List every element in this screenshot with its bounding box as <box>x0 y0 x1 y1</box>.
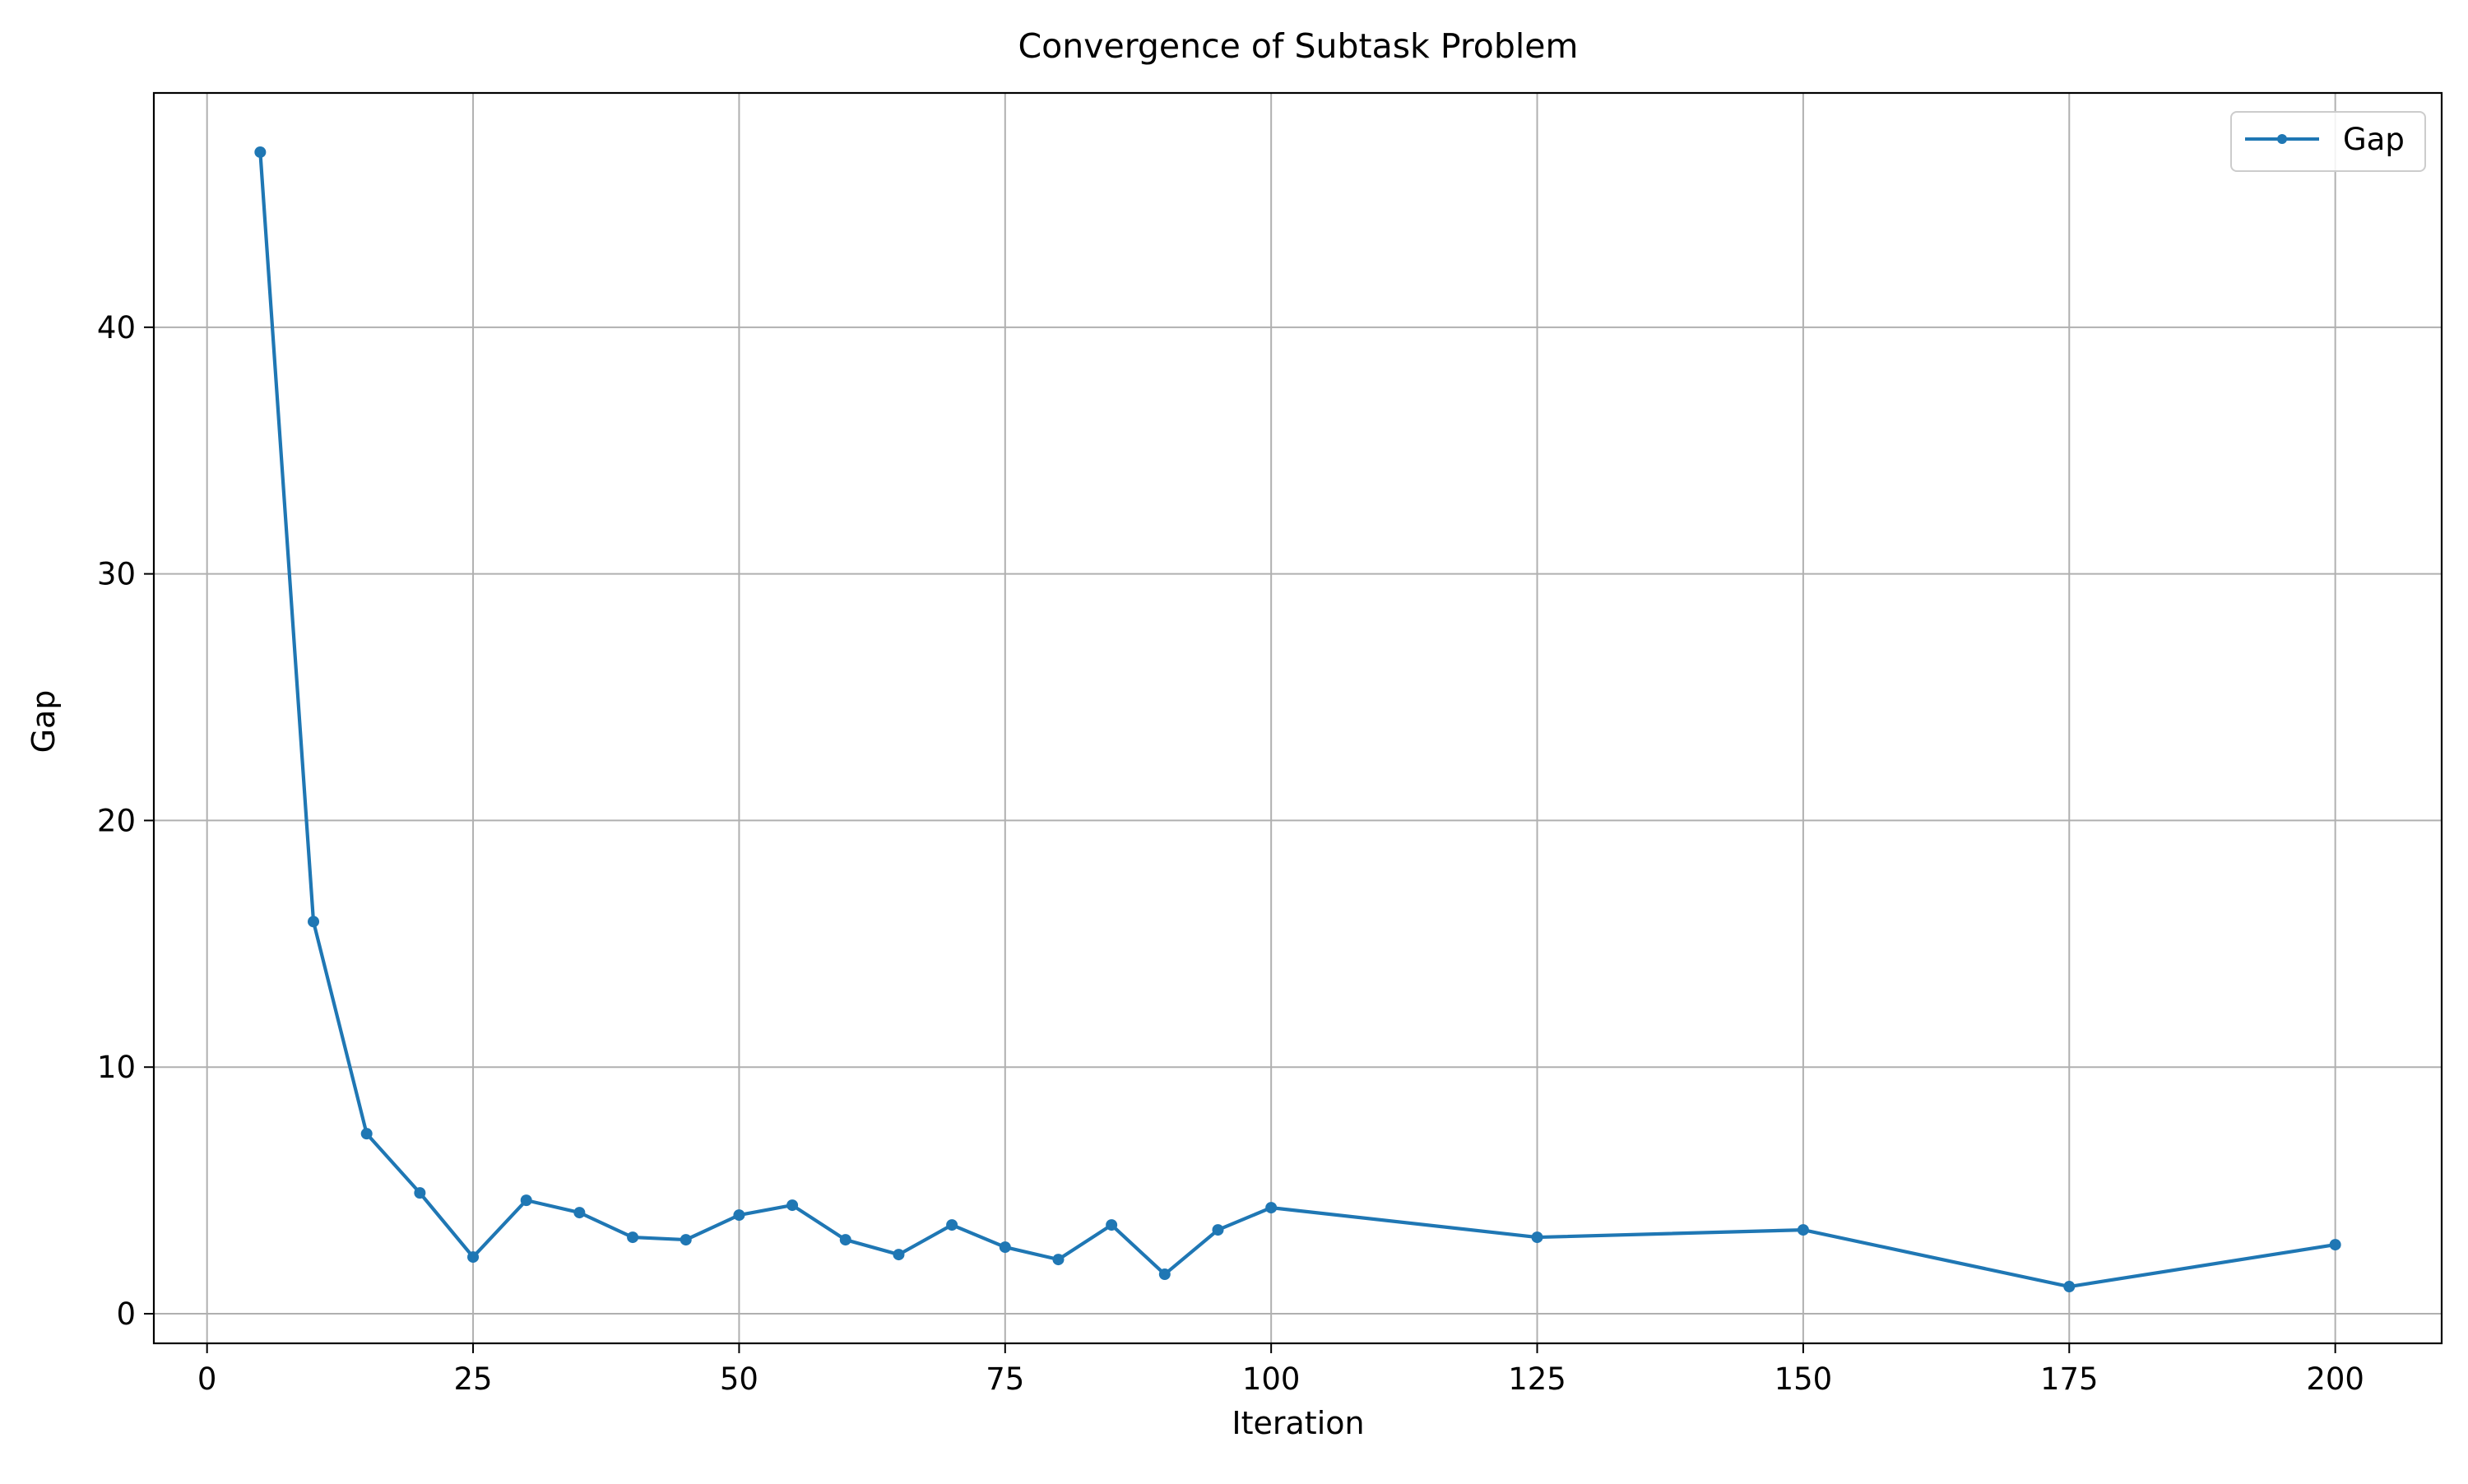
data-point <box>680 1234 692 1246</box>
ticks: 0 25 50 75 100 125 150 175 200 0 10 20 30 40 <box>97 310 2364 1397</box>
data-point <box>786 1199 799 1212</box>
x-tick-label: 200 <box>2306 1361 2364 1397</box>
data-point <box>573 1207 586 1219</box>
data-point <box>308 916 320 928</box>
x-tick-label: 100 <box>1242 1361 1301 1397</box>
data-point <box>839 1234 851 1246</box>
x-tick-label: 0 <box>197 1361 217 1397</box>
data-point <box>946 1219 958 1231</box>
x-tick-label: 150 <box>1774 1361 1833 1397</box>
data-point <box>1158 1268 1171 1281</box>
x-tick-label: 50 <box>720 1361 758 1397</box>
plot-frame <box>152 91 2443 1345</box>
y-tick-label: 40 <box>97 310 136 345</box>
x-tick-label: 75 <box>986 1361 1024 1397</box>
data-point <box>414 1187 426 1199</box>
data-point <box>1797 1224 1809 1236</box>
data-point <box>360 1128 373 1140</box>
y-tick-label: 30 <box>97 557 136 592</box>
data-point <box>2329 1239 2341 1251</box>
x-tick-label: 175 <box>2040 1361 2099 1397</box>
data-point <box>2063 1281 2076 1293</box>
grid <box>154 93 2442 1343</box>
data-point <box>254 146 267 158</box>
data-point <box>627 1231 639 1244</box>
x-tick-label: 125 <box>1508 1361 1566 1397</box>
legend: Gap <box>2230 111 2426 172</box>
y-tick-label: 20 <box>97 803 136 838</box>
y-tick-label: 10 <box>97 1050 136 1085</box>
data-point <box>1052 1254 1065 1266</box>
legend-box <box>2230 111 2426 172</box>
legend-marker-sample <box>2277 134 2287 144</box>
data-point <box>733 1209 745 1222</box>
data-point <box>467 1251 480 1264</box>
data-point <box>893 1249 905 1261</box>
y-tick-label: 0 <box>116 1296 136 1332</box>
y-axis-label: Gap <box>26 690 62 754</box>
data-point <box>520 1194 532 1207</box>
data-point <box>1531 1231 1543 1244</box>
data-point <box>1212 1224 1224 1236</box>
x-tick-label: 25 <box>453 1361 492 1397</box>
data-point <box>1265 1202 1278 1214</box>
series-line-gap <box>258 150 2337 1289</box>
data-point <box>1106 1219 1118 1231</box>
series-layer <box>254 146 2341 1293</box>
data-point <box>999 1241 1011 1254</box>
legend-label-gap: Gap <box>2343 122 2405 157</box>
x-axis-label: Iteration <box>1232 1405 1364 1441</box>
chart-title: Convergence of Subtask Problem <box>1018 26 1579 66</box>
